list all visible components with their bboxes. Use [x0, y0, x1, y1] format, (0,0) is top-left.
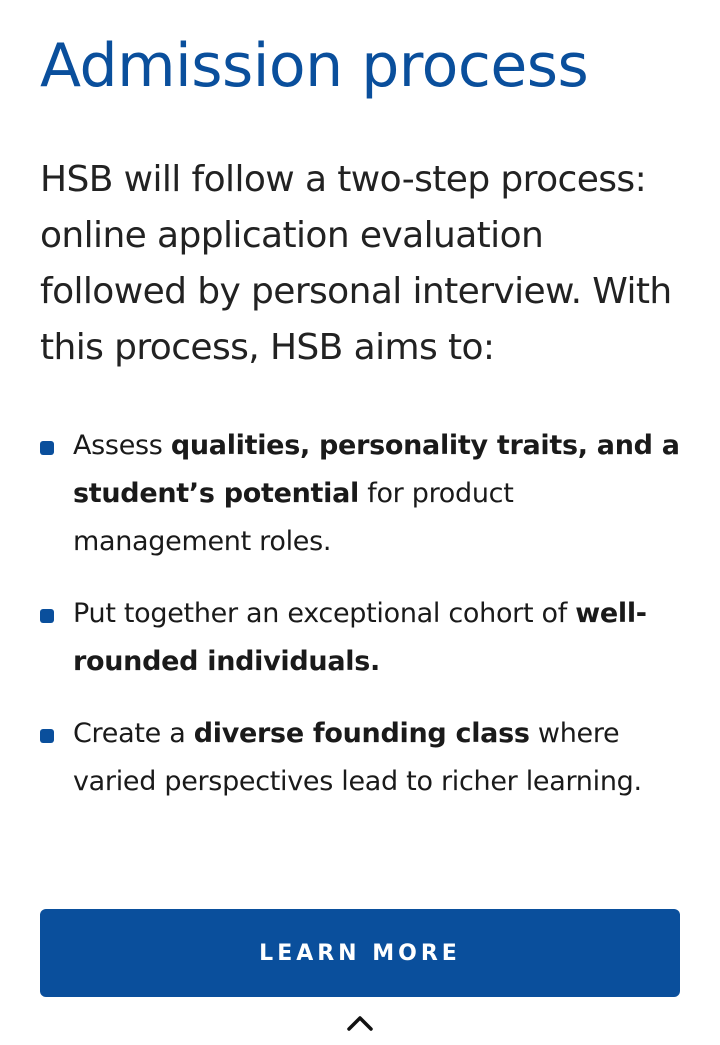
bullet-pre: Create a	[73, 718, 194, 749]
list-item: Put together an exceptional cohort of we…	[40, 590, 680, 686]
square-bullet-icon	[40, 441, 54, 455]
bullet-post: for product management roles.	[73, 478, 514, 557]
bullet-post: where varied perspectives lead to richer…	[73, 718, 642, 797]
aims-list: Assess qualities, personality traits, an…	[40, 422, 680, 830]
bullet-pre: Put together an exceptional cohort of	[73, 598, 576, 629]
list-item: Create a diverse founding class where va…	[40, 710, 680, 806]
section-intro: HSB will follow a two-step process: onli…	[40, 159, 672, 368]
scroll-to-top-button[interactable]	[340, 1008, 380, 1038]
list-item: Assess qualities, personality traits, an…	[40, 422, 680, 566]
admission-section: Admission process HSB will follow a two-…	[40, 0, 680, 1045]
learn-more-button[interactable]: LEARN MORE	[40, 909, 680, 997]
square-bullet-icon	[40, 729, 54, 743]
bullet-bold: qualities, personality traits, and a stu…	[73, 430, 680, 509]
chevron-up-icon	[347, 1016, 373, 1031]
bullet-bold: well-rounded individuals.	[73, 598, 647, 677]
section-title: Admission process	[40, 31, 589, 101]
square-bullet-icon	[40, 609, 54, 623]
bullet-bold: diverse founding class	[193, 718, 530, 749]
bullet-pre: Assess	[73, 430, 171, 461]
